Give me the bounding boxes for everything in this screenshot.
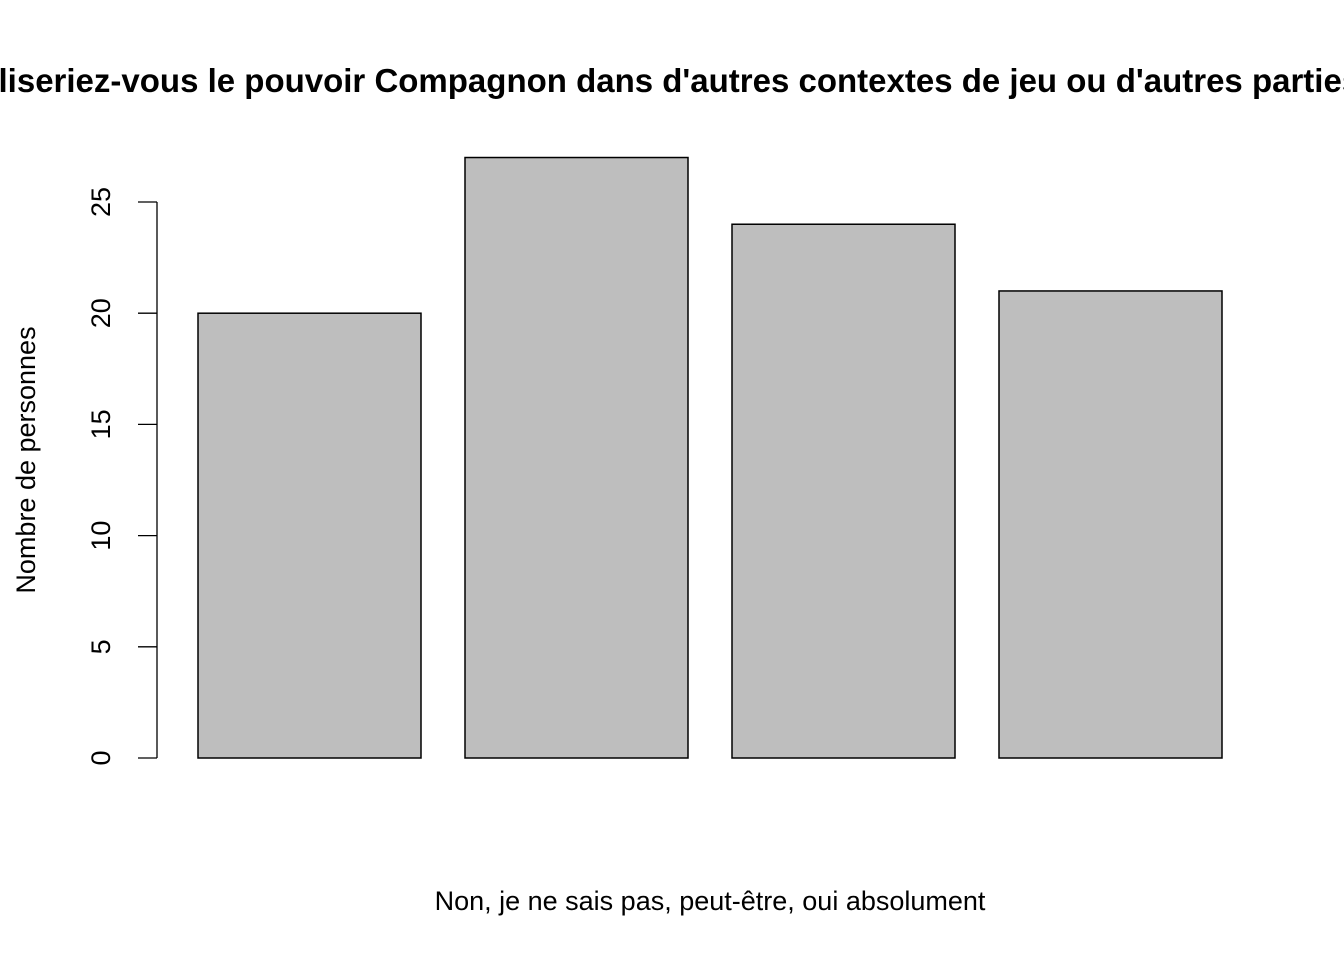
y-tick-label-20: 20 <box>86 298 116 328</box>
bar-3 <box>731 223 956 759</box>
bar-1 <box>197 312 422 759</box>
bar-4 <box>998 290 1223 759</box>
y-tick-label-15: 15 <box>86 409 116 439</box>
y-axis-label: Nombre de personnes <box>11 326 41 593</box>
y-tick-label-0: 0 <box>86 750 116 765</box>
y-tick-label-25: 25 <box>86 187 116 217</box>
bar-2 <box>464 156 689 759</box>
y-tick-label-5: 5 <box>86 639 116 654</box>
x-axis-label: Non, je ne sais pas, peut-être, oui abso… <box>435 886 986 916</box>
chart-title: Utiliseriez-vous le pouvoir Compagnon da… <box>0 62 1344 99</box>
y-tick-label-10: 10 <box>86 521 116 551</box>
bars-group <box>197 156 1223 759</box>
y-axis: 0 5 10 15 20 25 <box>86 187 158 766</box>
